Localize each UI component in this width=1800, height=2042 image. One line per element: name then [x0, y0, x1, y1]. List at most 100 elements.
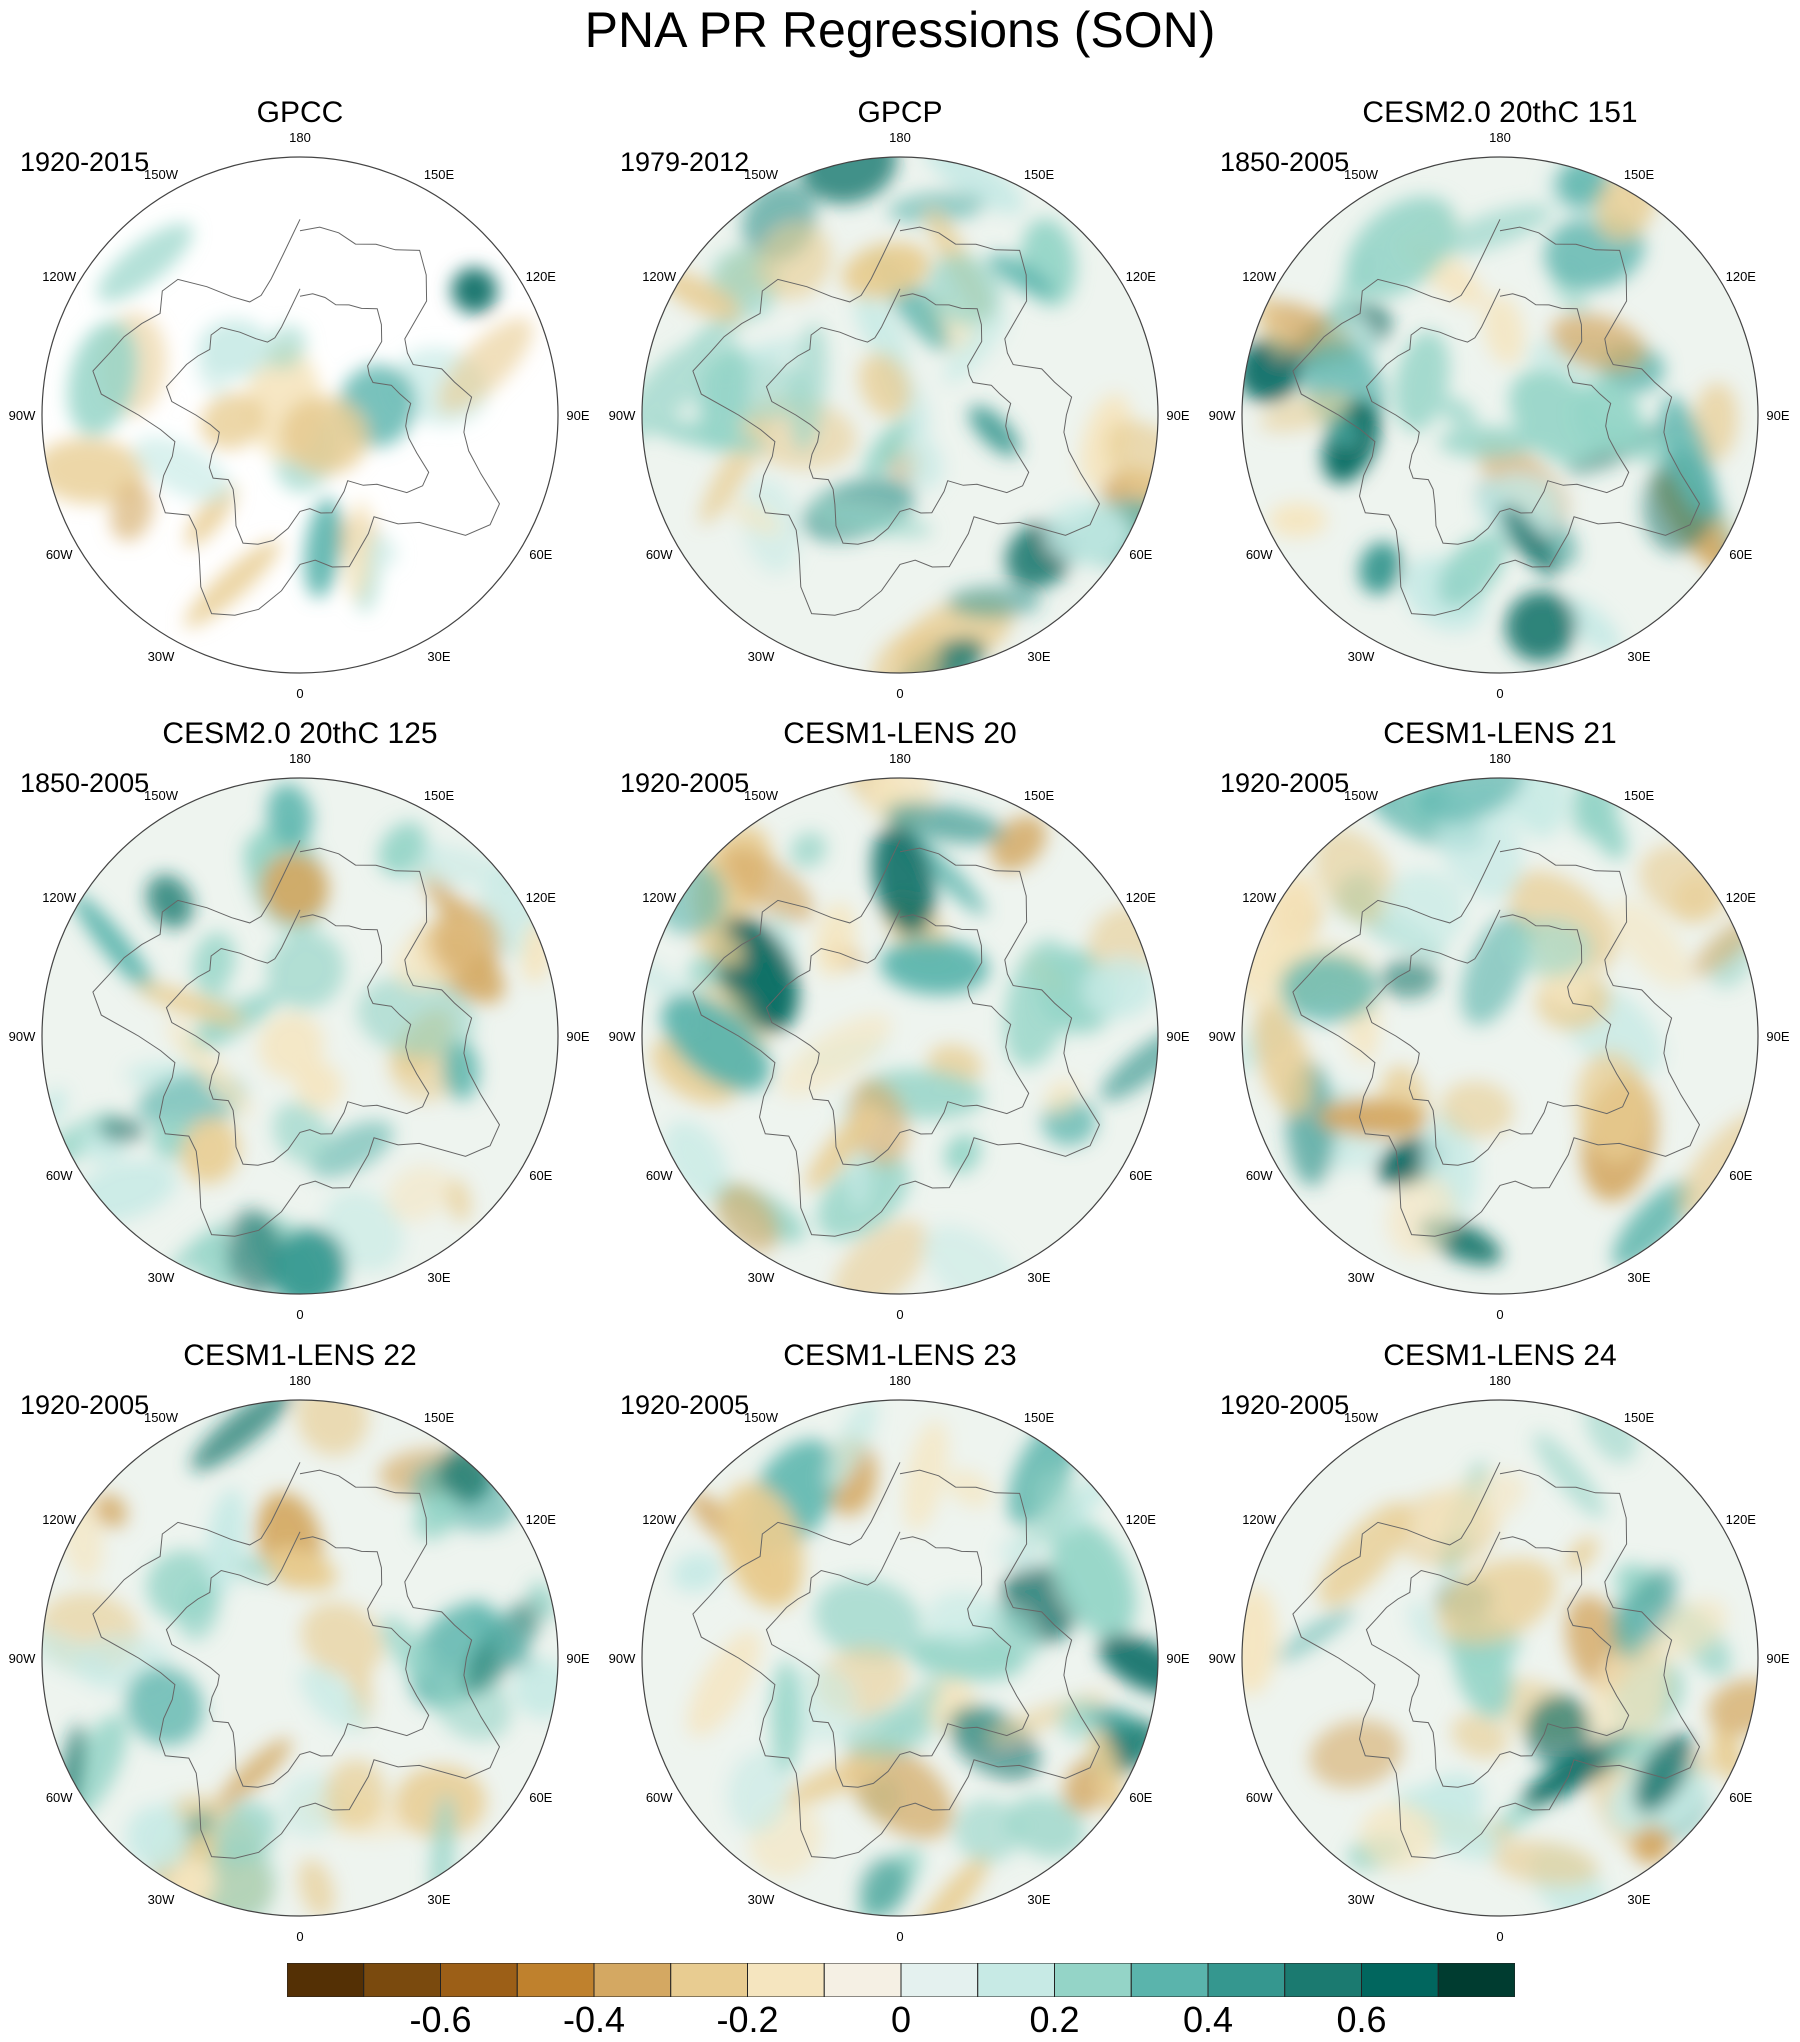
longitude-label: 60E — [1729, 547, 1752, 562]
longitude-label: 30W — [748, 649, 775, 664]
longitude-label: 30W — [148, 649, 175, 664]
panel-period: 1850-2005 — [1220, 147, 1350, 177]
longitude-label: 30E — [427, 649, 450, 664]
longitude-label: 0 — [296, 1929, 303, 1944]
panel-title: GPCP — [857, 96, 943, 129]
longitude-label: 30W — [1348, 1892, 1375, 1907]
longitude-label: 30E — [1627, 1270, 1650, 1285]
longitude-label: 30W — [1348, 1270, 1375, 1285]
map-panel: 180 150E 120E 90E 60E 30E 0 30W 60W 90W 120W 150W CE… — [9, 1338, 590, 1944]
longitude-label: 60E — [1729, 1168, 1752, 1183]
map-panel: 180 150E 120E 90E 60E 30E 0 30W 60W 90W 120W 150W CE… — [9, 716, 590, 1322]
longitude-label: 180 — [1489, 130, 1511, 145]
longitude-label: 0 — [296, 686, 303, 701]
panel-title: GPCC — [256, 96, 344, 129]
chart-title: PNA PR Regressions (SON) — [584, 2, 1216, 58]
colorbar-bin — [977, 1962, 1055, 1998]
longitude-label: 90W — [1209, 408, 1236, 423]
colorbar-bin — [363, 1962, 441, 1998]
longitude-label: 60W — [46, 1168, 73, 1183]
longitude-label: 90W — [9, 1651, 36, 1666]
panel-period: 1920-2005 — [620, 768, 750, 798]
longitude-label: 150W — [144, 167, 179, 182]
panel-title: CESM1-LENS 22 — [183, 1339, 417, 1372]
coastline — [765, 1531, 1030, 1788]
panel-title: CESM1-LENS 21 — [1383, 717, 1617, 750]
longitude-label: 60E — [529, 547, 552, 562]
longitude-label: 90E — [566, 408, 589, 423]
colorbar-bin — [440, 1962, 518, 1998]
longitude-label: 0 — [896, 1929, 903, 1944]
longitude-label: 150E — [1024, 1410, 1055, 1425]
coastline — [165, 909, 430, 1166]
colorbar-bin — [670, 1962, 748, 1998]
longitude-label: 120E — [1126, 890, 1157, 905]
longitude-label: 60E — [1129, 1168, 1152, 1183]
panel-period: 1920-2005 — [1220, 1390, 1350, 1420]
longitude-label: 90W — [609, 1651, 636, 1666]
longitude-label: 90W — [9, 1029, 36, 1044]
longitude-label: 0 — [896, 686, 903, 701]
longitude-label: 60E — [1729, 1790, 1752, 1805]
longitude-label: 150E — [424, 167, 455, 182]
longitude-label: 150E — [1024, 788, 1055, 803]
longitude-label: 0 — [1496, 1929, 1503, 1944]
panel-period: 1920-2005 — [1220, 768, 1350, 798]
map-panel: 180 150E 120E 90E 60E 30E 0 30W 60W 90W 120W 150W CE… — [1209, 95, 1790, 701]
longitude-label: 180 — [1489, 751, 1511, 766]
polar-map: 180 150E 120E 90E 60E 30E 0 30W 60W 90W 120W 150W — [9, 130, 590, 701]
longitude-label: 30E — [427, 1892, 450, 1907]
longitude-label: 120E — [1726, 890, 1757, 905]
panel-period: 1920-2005 — [620, 1390, 750, 1420]
panel-title: CESM1-LENS 23 — [783, 1339, 1017, 1372]
longitude-label: 30E — [1627, 1892, 1650, 1907]
map-panel: 180 150E 120E 90E 60E 30E 0 30W 60W 90W 120W 150W GP… — [9, 95, 590, 701]
longitude-label: 150E — [1624, 1410, 1655, 1425]
panel-title: CESM2.0 20thC 125 — [162, 717, 438, 750]
longitude-label: 180 — [1489, 1373, 1511, 1388]
panel-title: CESM1-LENS 24 — [1383, 1339, 1617, 1372]
colorbar-bin — [900, 1962, 979, 1998]
longitude-label: 30E — [427, 1270, 450, 1285]
polar-map: 180 150E 120E 90E 60E 30E 0 30W 60W 90W 120W 150W — [609, 1373, 1190, 1944]
longitude-label: 120E — [526, 1512, 557, 1527]
longitude-label: 0 — [896, 1307, 903, 1322]
longitude-label: 120E — [1726, 1512, 1757, 1527]
polar-map: 180 150E 120E 90E 60E 30E 0 30W 60W 90W 120W 150W — [609, 751, 1190, 1322]
longitude-label: 120E — [1126, 1512, 1157, 1527]
coastline — [1292, 840, 1701, 1237]
coastline — [92, 1462, 501, 1859]
longitude-label: 120W — [642, 890, 677, 905]
map-border — [641, 156, 1159, 674]
longitude-label: 90W — [609, 408, 636, 423]
longitude-label: 60E — [529, 1790, 552, 1805]
colorbar-bin — [1207, 1962, 1286, 1998]
longitude-label: 60E — [1129, 1790, 1152, 1805]
colorbar-tick-label: 0.2 — [1029, 1999, 1080, 2040]
longitude-label: 150W — [144, 1410, 179, 1425]
longitude-label: 30E — [1627, 649, 1650, 664]
coastline — [692, 219, 1101, 616]
longitude-label: 90E — [1166, 1029, 1189, 1044]
map-panel: 180 150E 120E 90E 60E 30E 0 30W 60W 90W 120W 150W CE… — [1209, 1338, 1790, 1944]
longitude-label: 90W — [1209, 1029, 1236, 1044]
colorbar-svg — [286, 1962, 1516, 1998]
longitude-label: 120E — [1726, 269, 1757, 284]
coastline — [1365, 1531, 1630, 1788]
panel-period: 1850-2005 — [20, 768, 150, 798]
longitude-label: 30W — [748, 1892, 775, 1907]
longitude-label: 120W — [1242, 1512, 1277, 1527]
longitude-label: 120W — [642, 269, 677, 284]
map-border — [41, 156, 559, 674]
map-panel: 180 150E 120E 90E 60E 30E 0 30W 60W 90W 120W 150W CE… — [609, 716, 1190, 1322]
colorbar-bin — [1361, 1962, 1439, 1998]
colorbar-bin — [516, 1962, 595, 1998]
coastline — [1292, 219, 1701, 616]
panel-period: 1920-2015 — [20, 147, 150, 177]
longitude-label: 150W — [1344, 167, 1379, 182]
coastline — [92, 219, 501, 616]
longitude-label: 180 — [289, 130, 311, 145]
colorbar-bin — [1130, 1962, 1209, 1998]
map-panel: 180 150E 120E 90E 60E 30E 0 30W 60W 90W 120W 150W GP… — [609, 95, 1190, 701]
longitude-label: 60W — [46, 547, 73, 562]
